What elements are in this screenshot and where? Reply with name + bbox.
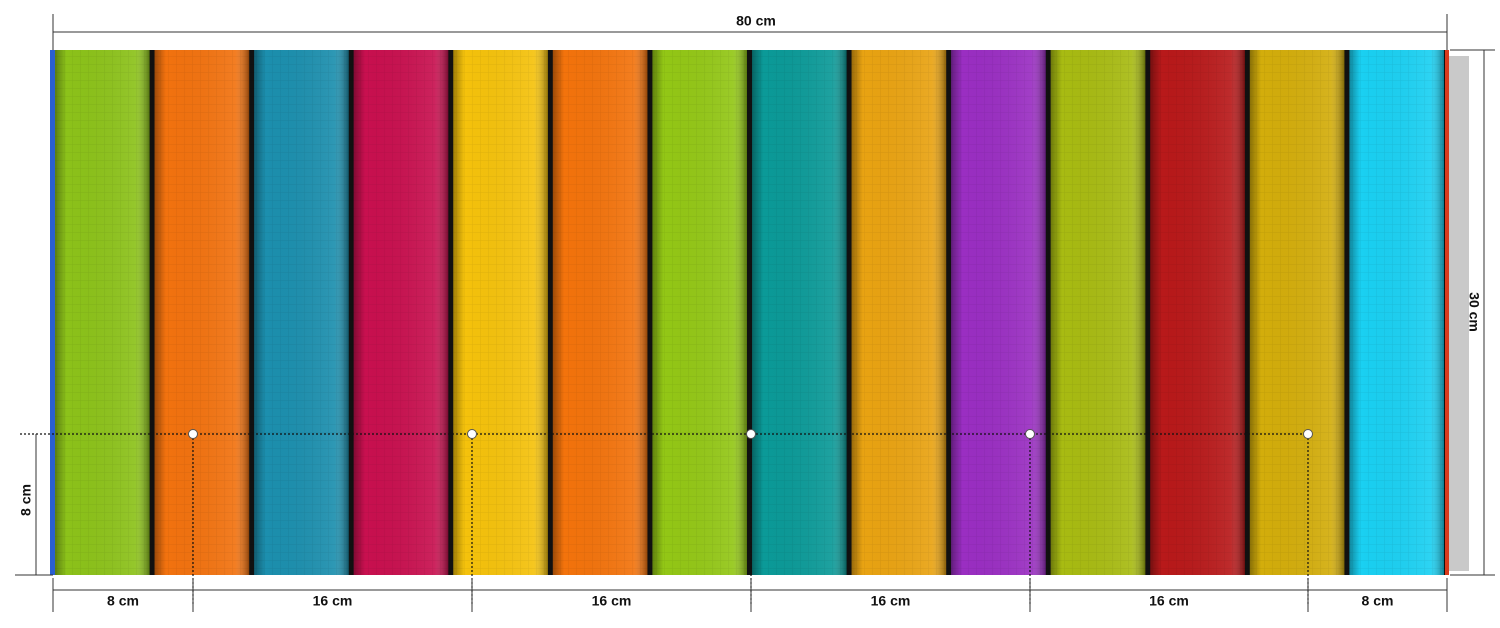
- spacing-label: 16 cm: [1149, 593, 1189, 609]
- spacing-label: 8 cm: [107, 593, 139, 609]
- panel-shadow: [1447, 56, 1469, 571]
- width-label: 80 cm: [736, 13, 776, 29]
- texture: [53, 50, 1447, 575]
- spacing-label: 8 cm: [1362, 593, 1394, 609]
- height-label: 30 cm: [1466, 292, 1482, 332]
- panel-edge: [50, 50, 55, 575]
- hook-height-label: 8 cm: [18, 484, 34, 516]
- spacing-label: 16 cm: [592, 593, 632, 609]
- hook-spacing: 8 cm 16 cm 16 cm 16 cm 16 cm 8 cm: [52, 578, 1448, 612]
- spacing-label: 16 cm: [871, 593, 911, 609]
- hook: [188, 429, 198, 439]
- spacing-label: 16 cm: [313, 593, 353, 609]
- hooks: [188, 429, 1313, 605]
- hook: [467, 429, 477, 439]
- hook: [1303, 429, 1313, 439]
- panel-edge: [1445, 50, 1449, 575]
- hook: [746, 429, 756, 439]
- hook: [1025, 429, 1035, 439]
